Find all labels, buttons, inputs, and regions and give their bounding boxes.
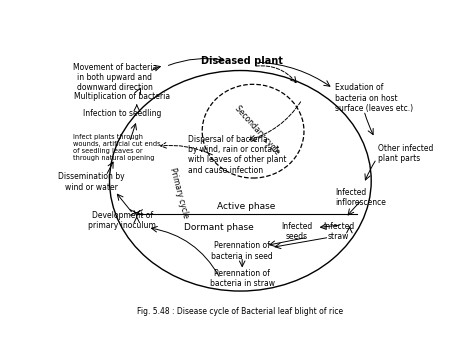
Text: Perennation of
bacteria in straw: Perennation of bacteria in straw <box>210 269 275 288</box>
Text: Primary cycle: Primary cycle <box>167 167 189 219</box>
Text: Infected
straw: Infected straw <box>323 222 354 242</box>
Text: Infection to seedling: Infection to seedling <box>83 109 161 118</box>
Text: Infect plants through
wounds, artificial cut ends
of seedling leaves or
through : Infect plants through wounds, artificial… <box>73 134 161 161</box>
Text: Dissemination by
wind or water: Dissemination by wind or water <box>58 173 125 192</box>
Text: Secondary cycle: Secondary cycle <box>233 103 281 156</box>
Text: Infected
seeds: Infected seeds <box>281 222 312 242</box>
Text: Active phase: Active phase <box>217 203 275 212</box>
Text: Infected
inflorescence: Infected inflorescence <box>335 188 386 207</box>
Text: Exudation of
bacteria on host
surface (leaves etc.): Exudation of bacteria on host surface (l… <box>335 83 413 113</box>
Text: Diseased plant: Diseased plant <box>201 56 283 66</box>
Text: Multiplication of bacteria: Multiplication of bacteria <box>74 92 170 101</box>
Text: Other infected
plant parts: Other infected plant parts <box>378 144 434 163</box>
Text: Dormant phase: Dormant phase <box>184 223 253 232</box>
Text: Perennation of
bacteria in seed: Perennation of bacteria in seed <box>212 241 273 261</box>
Text: Dispersal of bacteria
by wind, rain or contact
with leaves of other plant
and ca: Dispersal of bacteria by wind, rain or c… <box>188 135 286 175</box>
Text: Development of
primary inoculum: Development of primary inoculum <box>88 211 156 231</box>
Text: Fig. 5.48 : Disease cycle of Bacterial leaf blight of rice: Fig. 5.48 : Disease cycle of Bacterial l… <box>137 307 343 316</box>
Text: Movement of bacteria
in both upward and
downward direction: Movement of bacteria in both upward and … <box>73 63 157 92</box>
